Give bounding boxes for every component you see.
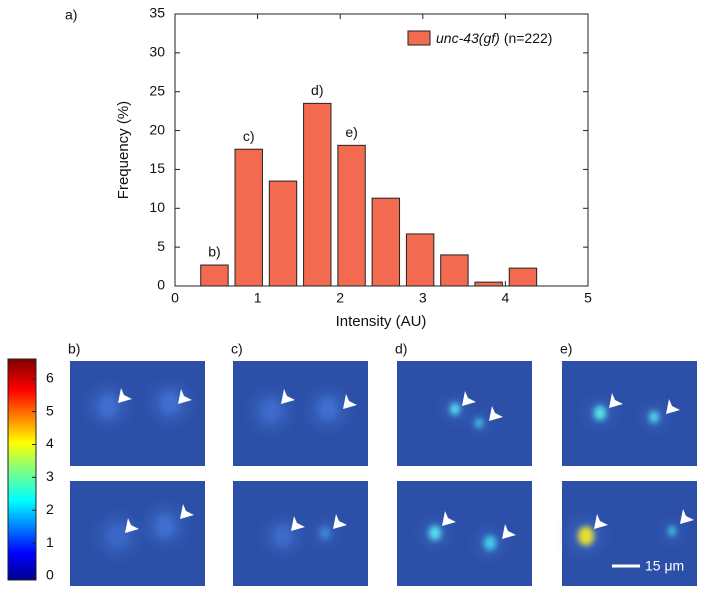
panel-label: d)	[395, 341, 407, 357]
cell	[320, 527, 330, 539]
arrowhead	[502, 524, 516, 539]
annotation: e)	[345, 124, 357, 140]
legend-entry: unc-43(gf) (n=222)	[436, 30, 552, 46]
bar	[474, 281, 503, 287]
y-tick-label: 35	[149, 5, 165, 21]
y-tick-label: 30	[149, 44, 165, 60]
annotation: c)	[243, 128, 255, 144]
x-axis-label: Intensity (AU)	[336, 313, 427, 330]
legend-note: (n=222)	[504, 30, 553, 46]
arrowhead	[125, 518, 139, 533]
cell	[161, 392, 179, 414]
y-tick-label: 10	[149, 199, 165, 215]
bar	[405, 233, 435, 287]
micrograph	[562, 361, 697, 466]
cell	[109, 525, 127, 547]
arrowhead	[118, 388, 132, 403]
micrograph	[70, 481, 205, 586]
bar	[200, 264, 229, 287]
legend-swatch	[407, 30, 431, 46]
x-tick-label: 3	[419, 290, 427, 306]
cell	[156, 515, 174, 537]
scale-bar-label: 15 μm	[645, 558, 684, 574]
bar	[508, 267, 538, 287]
arrowhead	[489, 406, 503, 421]
cell	[275, 526, 291, 546]
x-tick-label: 0	[171, 290, 179, 306]
panel-label: e)	[560, 341, 572, 357]
x-tick-label: 1	[254, 290, 262, 306]
panel-label: c)	[231, 341, 243, 357]
arrowhead	[666, 399, 680, 414]
cell	[475, 418, 483, 428]
bar	[440, 254, 469, 287]
cell	[262, 400, 280, 422]
annotation: d)	[311, 82, 323, 98]
arrowhead	[281, 389, 295, 404]
panel-label: b)	[68, 341, 80, 357]
cell	[429, 525, 441, 541]
cell	[649, 411, 659, 423]
panel-label: a)	[65, 7, 77, 23]
colorbar-tick-label: 3	[46, 468, 54, 484]
micrograph	[233, 481, 368, 586]
cell	[578, 526, 594, 546]
arrowhead	[609, 393, 623, 408]
micrograph	[70, 361, 205, 466]
cell	[594, 405, 606, 421]
bar	[337, 144, 366, 287]
annotation: b)	[208, 244, 220, 260]
bar	[268, 180, 298, 287]
cell	[668, 526, 676, 536]
x-tick-label: 4	[502, 290, 510, 306]
colorbar	[7, 358, 37, 581]
colorbar-tick-label: 4	[46, 435, 54, 451]
bar	[303, 102, 332, 287]
y-tick-label: 5	[157, 238, 165, 254]
arrowhead	[462, 391, 476, 406]
arrowhead	[442, 511, 456, 526]
y-axis-label: Frequency (%)	[115, 101, 132, 199]
y-tick-label: 25	[149, 82, 165, 98]
x-tick-label: 5	[584, 290, 592, 306]
arrowhead	[291, 516, 305, 531]
arrowhead	[343, 394, 357, 409]
y-tick-label: 20	[149, 121, 165, 137]
colorbar-tick-label: 1	[46, 534, 54, 550]
colorbar-tick-label: 5	[46, 402, 54, 418]
bar	[234, 148, 263, 287]
cell	[450, 403, 460, 415]
cell	[484, 535, 496, 551]
cell	[99, 395, 117, 417]
colorbar-tick-label: 6	[46, 369, 54, 385]
cell	[319, 398, 337, 420]
colorbar-tick-label: 0	[46, 567, 54, 583]
y-tick-label: 15	[149, 160, 165, 176]
micrograph	[397, 361, 532, 466]
arrowhead	[680, 509, 694, 524]
arrowhead	[180, 504, 194, 519]
arrowhead	[333, 514, 347, 529]
y-tick-label: 0	[157, 277, 165, 293]
colorbar-tick-label: 2	[46, 501, 54, 517]
x-tick-label: 2	[336, 290, 344, 306]
bar	[371, 197, 401, 287]
arrowhead	[594, 514, 608, 529]
legend-name: unc-43(gf)	[436, 30, 500, 46]
arrowhead	[178, 389, 192, 404]
